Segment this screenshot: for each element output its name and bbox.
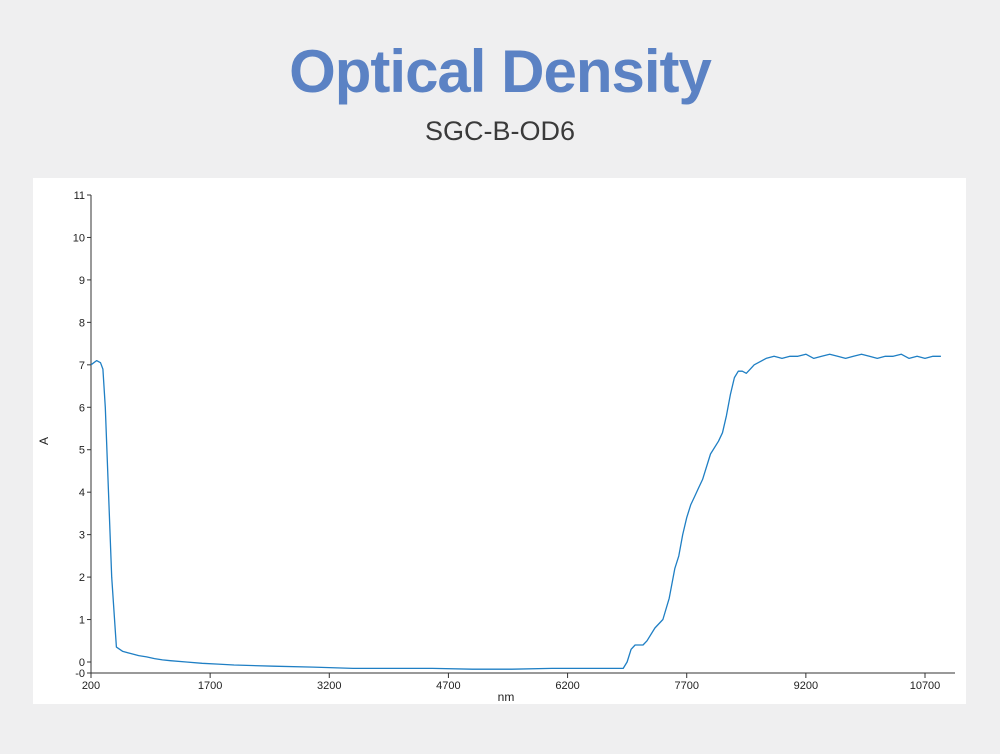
y-tick-label: 0	[79, 657, 85, 669]
y-tick-label: 4	[79, 487, 85, 499]
x-tick-label: 1700	[198, 680, 222, 692]
chart-title: Optical Density	[289, 38, 712, 105]
x-tick-label: 9200	[794, 680, 818, 692]
x-tick-label: 6200	[555, 680, 579, 692]
x-tick-label: 3200	[317, 680, 341, 692]
y-tick-label: 6	[79, 402, 85, 414]
x-tick-label: 7700	[674, 680, 698, 692]
y-tick-label: -0	[75, 668, 85, 680]
y-tick-label: 8	[79, 317, 85, 329]
y-tick-label: 11	[74, 190, 85, 202]
y-tick-label: 5	[79, 445, 85, 457]
chart-plot-area	[90, 353, 941, 670]
x-axis-title: nm	[498, 690, 515, 704]
y-tick-label: 7	[79, 360, 85, 372]
x-tick-label: 4700	[436, 680, 460, 692]
absorbance-line	[90, 353, 941, 670]
y-tick-label: 10	[73, 232, 85, 244]
x-tick-label: 200	[82, 680, 100, 692]
chart-panel: 0 1 2 3 4 5 6 7 8 9 10 11 -0 200 1700 3200 4700 6200 7700 9…	[33, 178, 966, 704]
y-axis-title: A	[37, 437, 51, 445]
chart-subtitle: SGC-B-OD6	[424, 116, 576, 146]
y-tick-label: 9	[79, 275, 85, 287]
y-tick-label: 2	[79, 572, 85, 584]
x-tick-label: 10700	[910, 680, 941, 692]
y-tick-label: 3	[79, 530, 85, 542]
y-tick-label: 1	[79, 615, 85, 627]
